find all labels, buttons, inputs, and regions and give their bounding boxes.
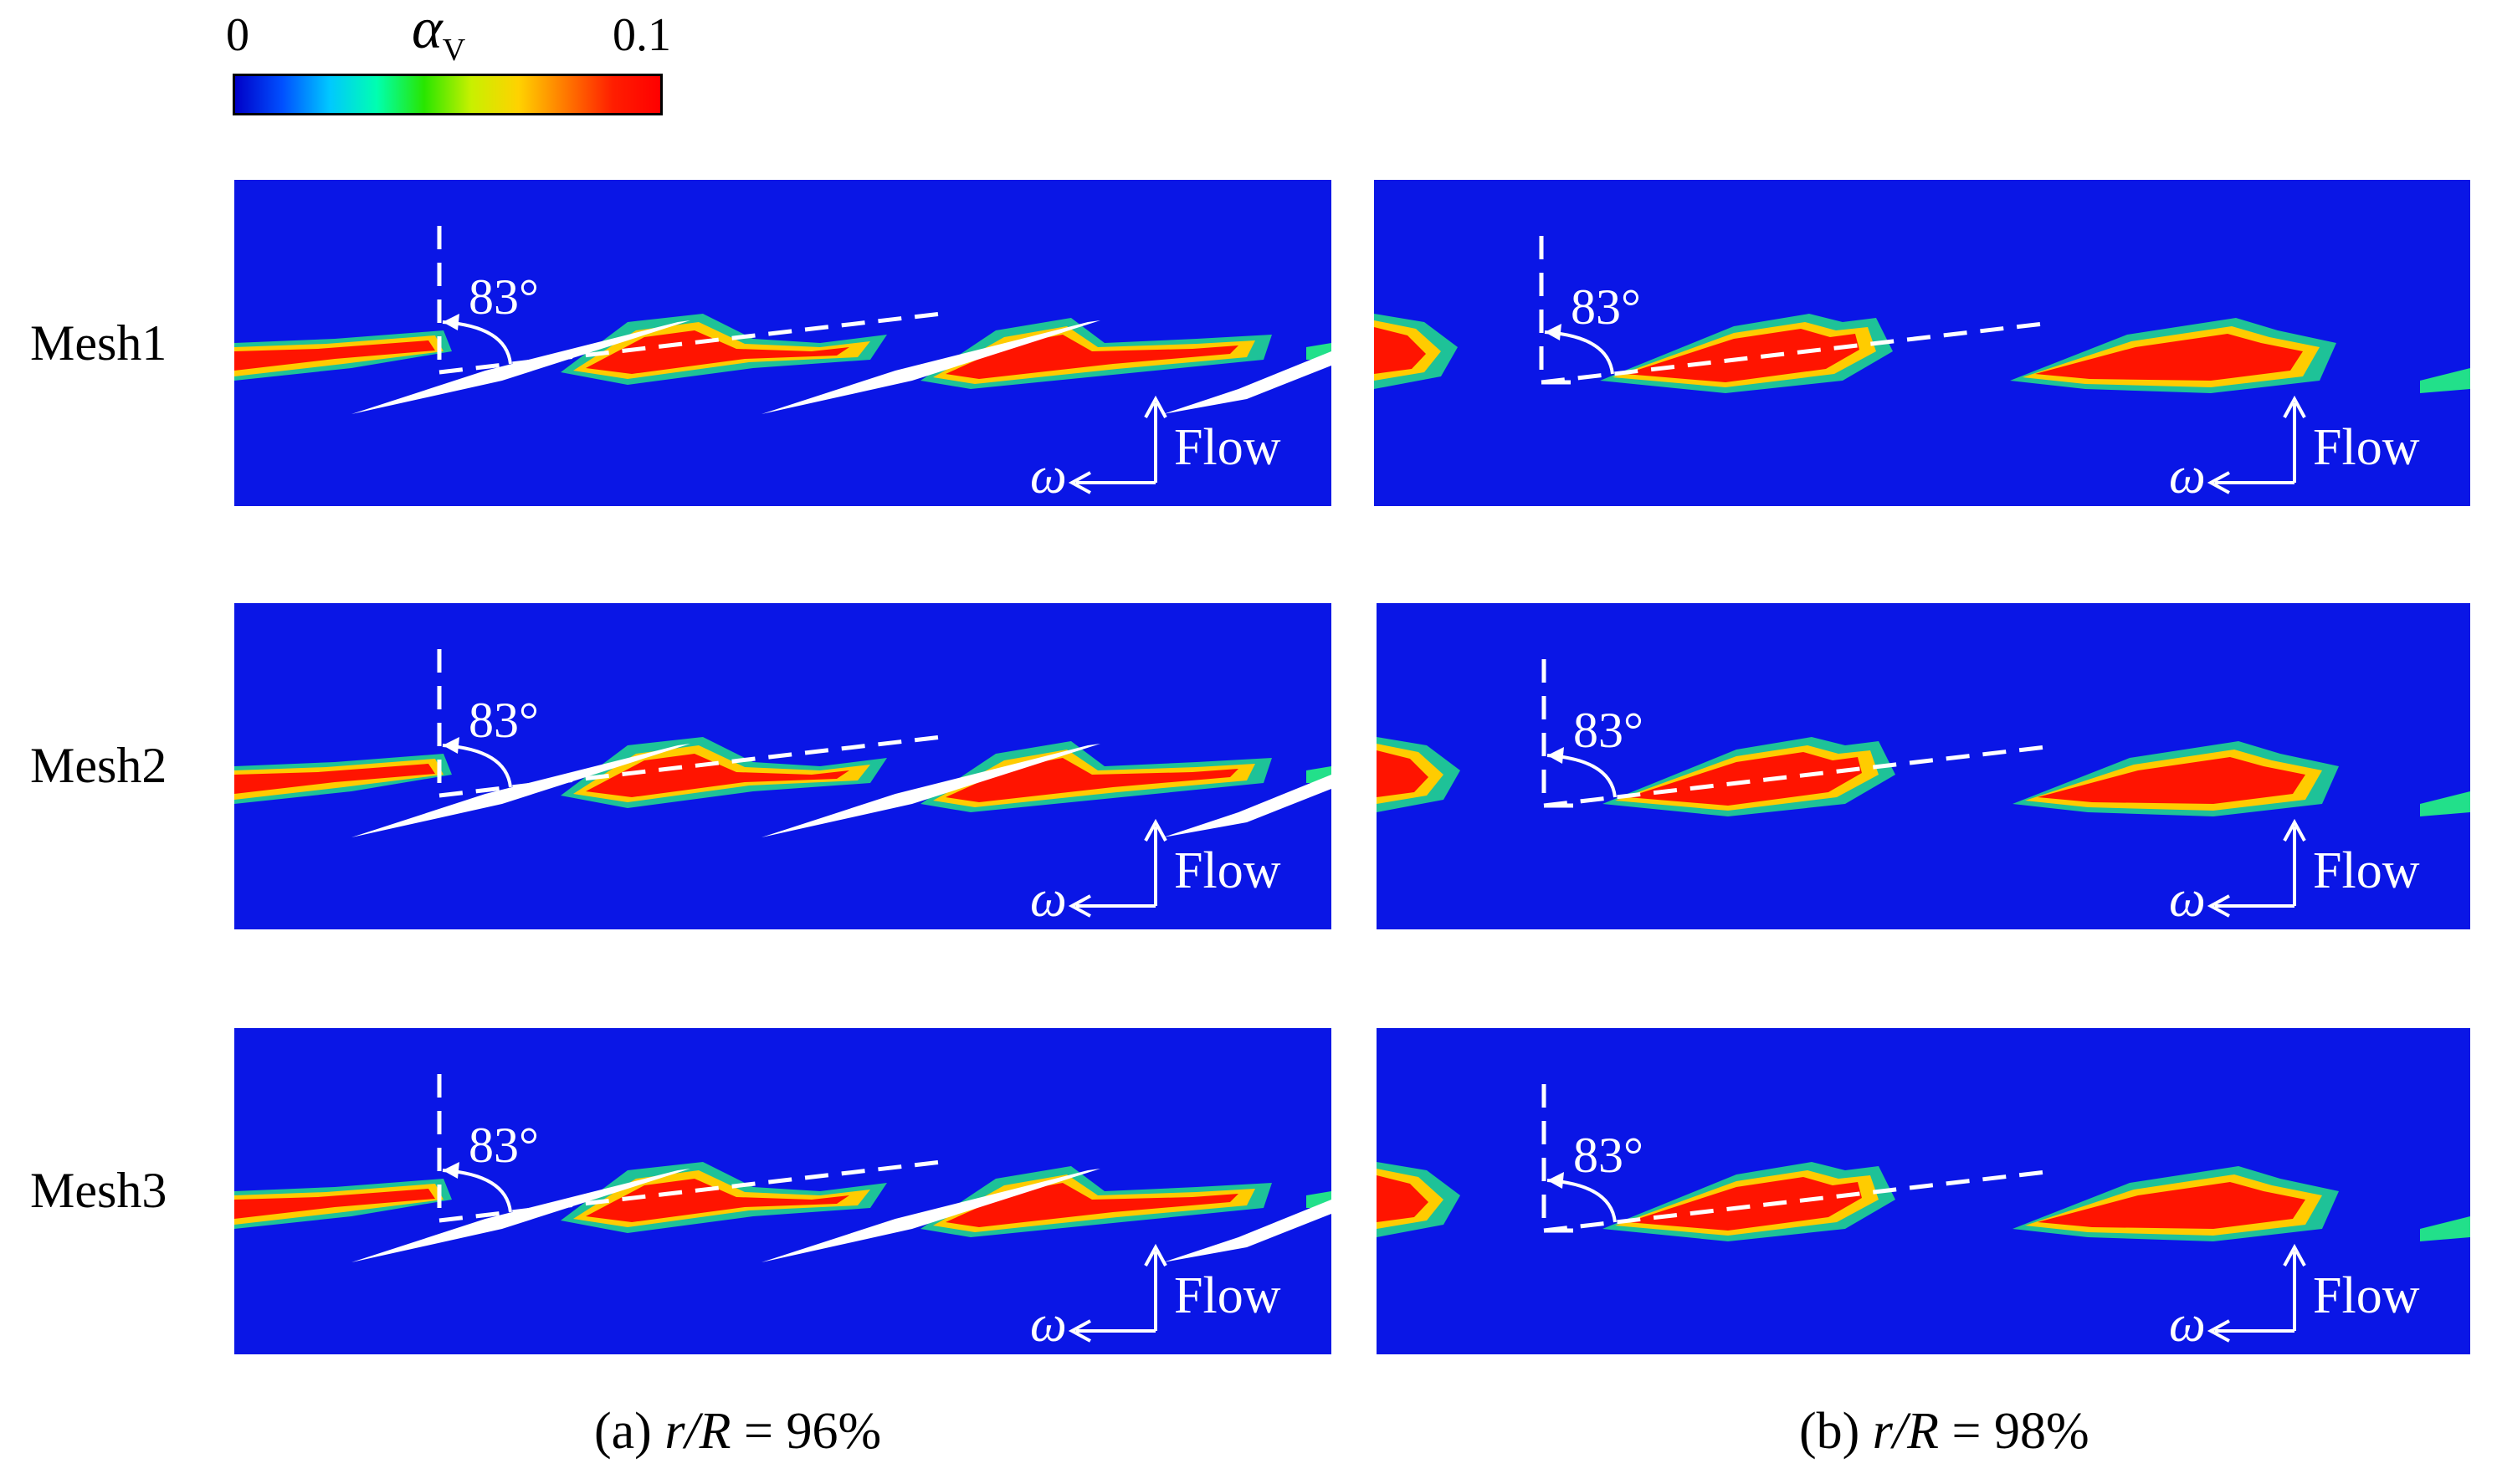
flow-arrow-head (1144, 395, 1167, 418)
omega-arrow-head (2207, 894, 2230, 918)
flow-label: Flow (2313, 1267, 2420, 1324)
chord-extension-line (1543, 1169, 2047, 1233)
cavity-region-2-core (586, 1179, 849, 1222)
omega-arrow-head (1068, 1319, 1091, 1343)
caption-b-suffix: = 98% (1939, 1403, 2089, 1460)
alpha-subscript: V (442, 33, 466, 68)
angle-arc (442, 744, 512, 788)
angle-label: 83° (469, 693, 539, 748)
colorbar-min-label: 0 (226, 9, 249, 61)
blade-1 (351, 320, 690, 414)
cavity-edge-streak (2420, 791, 2470, 816)
contour-panel-mesh3-r96: 83° Flow ω (234, 1028, 1331, 1354)
omega-label: ω (2169, 448, 2206, 504)
cavity-region-1-core (234, 1189, 435, 1219)
chord-extension-line (438, 311, 942, 375)
cavity-edge-streak (2420, 1216, 2470, 1241)
caption-b-prefix: (b) (1799, 1403, 1873, 1460)
caption-b-variable: r/R (1872, 1403, 1940, 1460)
cavity-region-2-core (1628, 752, 1862, 806)
row-label-mesh1: Mesh1 (30, 315, 167, 371)
omega-arrow-head (2207, 1319, 2230, 1343)
cavity-region-3-core (2038, 1182, 2305, 1229)
caption-a-prefix: (a) (594, 1403, 665, 1460)
flow-arrow-head (2283, 818, 2306, 842)
flow-label: Flow (1174, 419, 1281, 476)
cavity-region-3-core (2035, 334, 2303, 381)
angle-arrowhead (1545, 324, 1561, 340)
blade-2 (761, 320, 1100, 414)
omega-label: ω (1030, 871, 1067, 928)
angle-arc (442, 320, 512, 365)
omega-label: ω (2169, 871, 2206, 928)
caption-a-suffix: = 96% (731, 1403, 882, 1460)
angle-arc (1546, 754, 1617, 798)
cavity-region-1-core (1377, 1175, 1428, 1222)
contour-panel-mesh1-r98: 83° Flow ω (1374, 180, 2470, 506)
omega-label: ω (1030, 448, 1067, 504)
cavity-region-2-core (1628, 1177, 1862, 1231)
row-label-mesh3: Mesh3 (30, 1163, 167, 1218)
contour-panel-mesh2-r98: 83° Flow ω (1377, 603, 2470, 929)
angle-label: 83° (1573, 703, 1643, 758)
cavity-region-1-core (234, 764, 435, 794)
chord-extension-line (438, 734, 942, 798)
angle-arrowhead (1547, 1172, 1564, 1189)
blade-2 (761, 1169, 1100, 1262)
chord-extension-line (1541, 321, 2044, 385)
cavity-region-2-core (1625, 329, 1859, 382)
cavity-edge-streak (2420, 368, 2470, 393)
flow-arrow-head (2283, 1243, 2306, 1267)
blade-2 (761, 744, 1100, 837)
blade-1 (351, 1169, 690, 1262)
angle-label: 83° (469, 269, 539, 325)
caption-a-variable: r/R (664, 1403, 731, 1460)
contour-panel-mesh3-r98: 83° Flow ω (1377, 1028, 2470, 1354)
angle-label: 83° (1571, 279, 1641, 335)
flow-arrow-head (1144, 818, 1167, 842)
omega-arrow-head (2207, 471, 2230, 494)
contour-panel-mesh1-r96: 83° Flow ω (234, 180, 1331, 506)
flow-arrow-head (1144, 1243, 1167, 1267)
omega-arrow-head (1068, 471, 1091, 494)
cavity-region-3-core (2038, 757, 2305, 804)
cavity-region-1-core (1377, 750, 1428, 797)
cavity-region-1-core (1374, 327, 1426, 374)
flow-label: Flow (1174, 842, 1281, 899)
cavity-region-2-core (586, 330, 849, 374)
row-label-mesh2: Mesh2 (30, 738, 167, 793)
blade-1 (351, 744, 690, 837)
alpha-symbol: α (412, 0, 443, 61)
angle-arc (1544, 330, 1614, 375)
angle-arrowhead (443, 737, 459, 754)
flow-arrow-head (2283, 395, 2306, 418)
chord-extension-line (438, 1159, 942, 1223)
angle-arc (1546, 1179, 1617, 1223)
colorbar (233, 74, 663, 115)
caption-column-b: (b) r/R = 98% (1799, 1405, 2089, 1457)
omega-label: ω (1030, 1296, 1067, 1353)
angle-arrowhead (443, 1162, 459, 1179)
cavity-region-1-core (234, 340, 435, 371)
contour-panel-mesh2-r96: 83° Flow ω (234, 603, 1331, 929)
caption-column-a: (a) r/R = 96% (594, 1405, 881, 1457)
omega-arrow-head (1068, 894, 1091, 918)
chord-extension-line (1543, 745, 2047, 808)
angle-arrowhead (443, 314, 459, 330)
flow-label: Flow (2313, 842, 2420, 899)
angle-label: 83° (1573, 1128, 1643, 1183)
colorbar-variable-label: αV (412, 0, 465, 66)
flow-label: Flow (2313, 419, 2420, 476)
omega-label: ω (2169, 1296, 2206, 1353)
cavity-region-2-core (586, 754, 849, 797)
flow-label: Flow (1174, 1267, 1281, 1324)
angle-arrowhead (1547, 747, 1564, 764)
angle-label: 83° (469, 1118, 539, 1173)
colorbar-max-label: 0.1 (613, 9, 671, 61)
angle-arc (442, 1169, 512, 1213)
